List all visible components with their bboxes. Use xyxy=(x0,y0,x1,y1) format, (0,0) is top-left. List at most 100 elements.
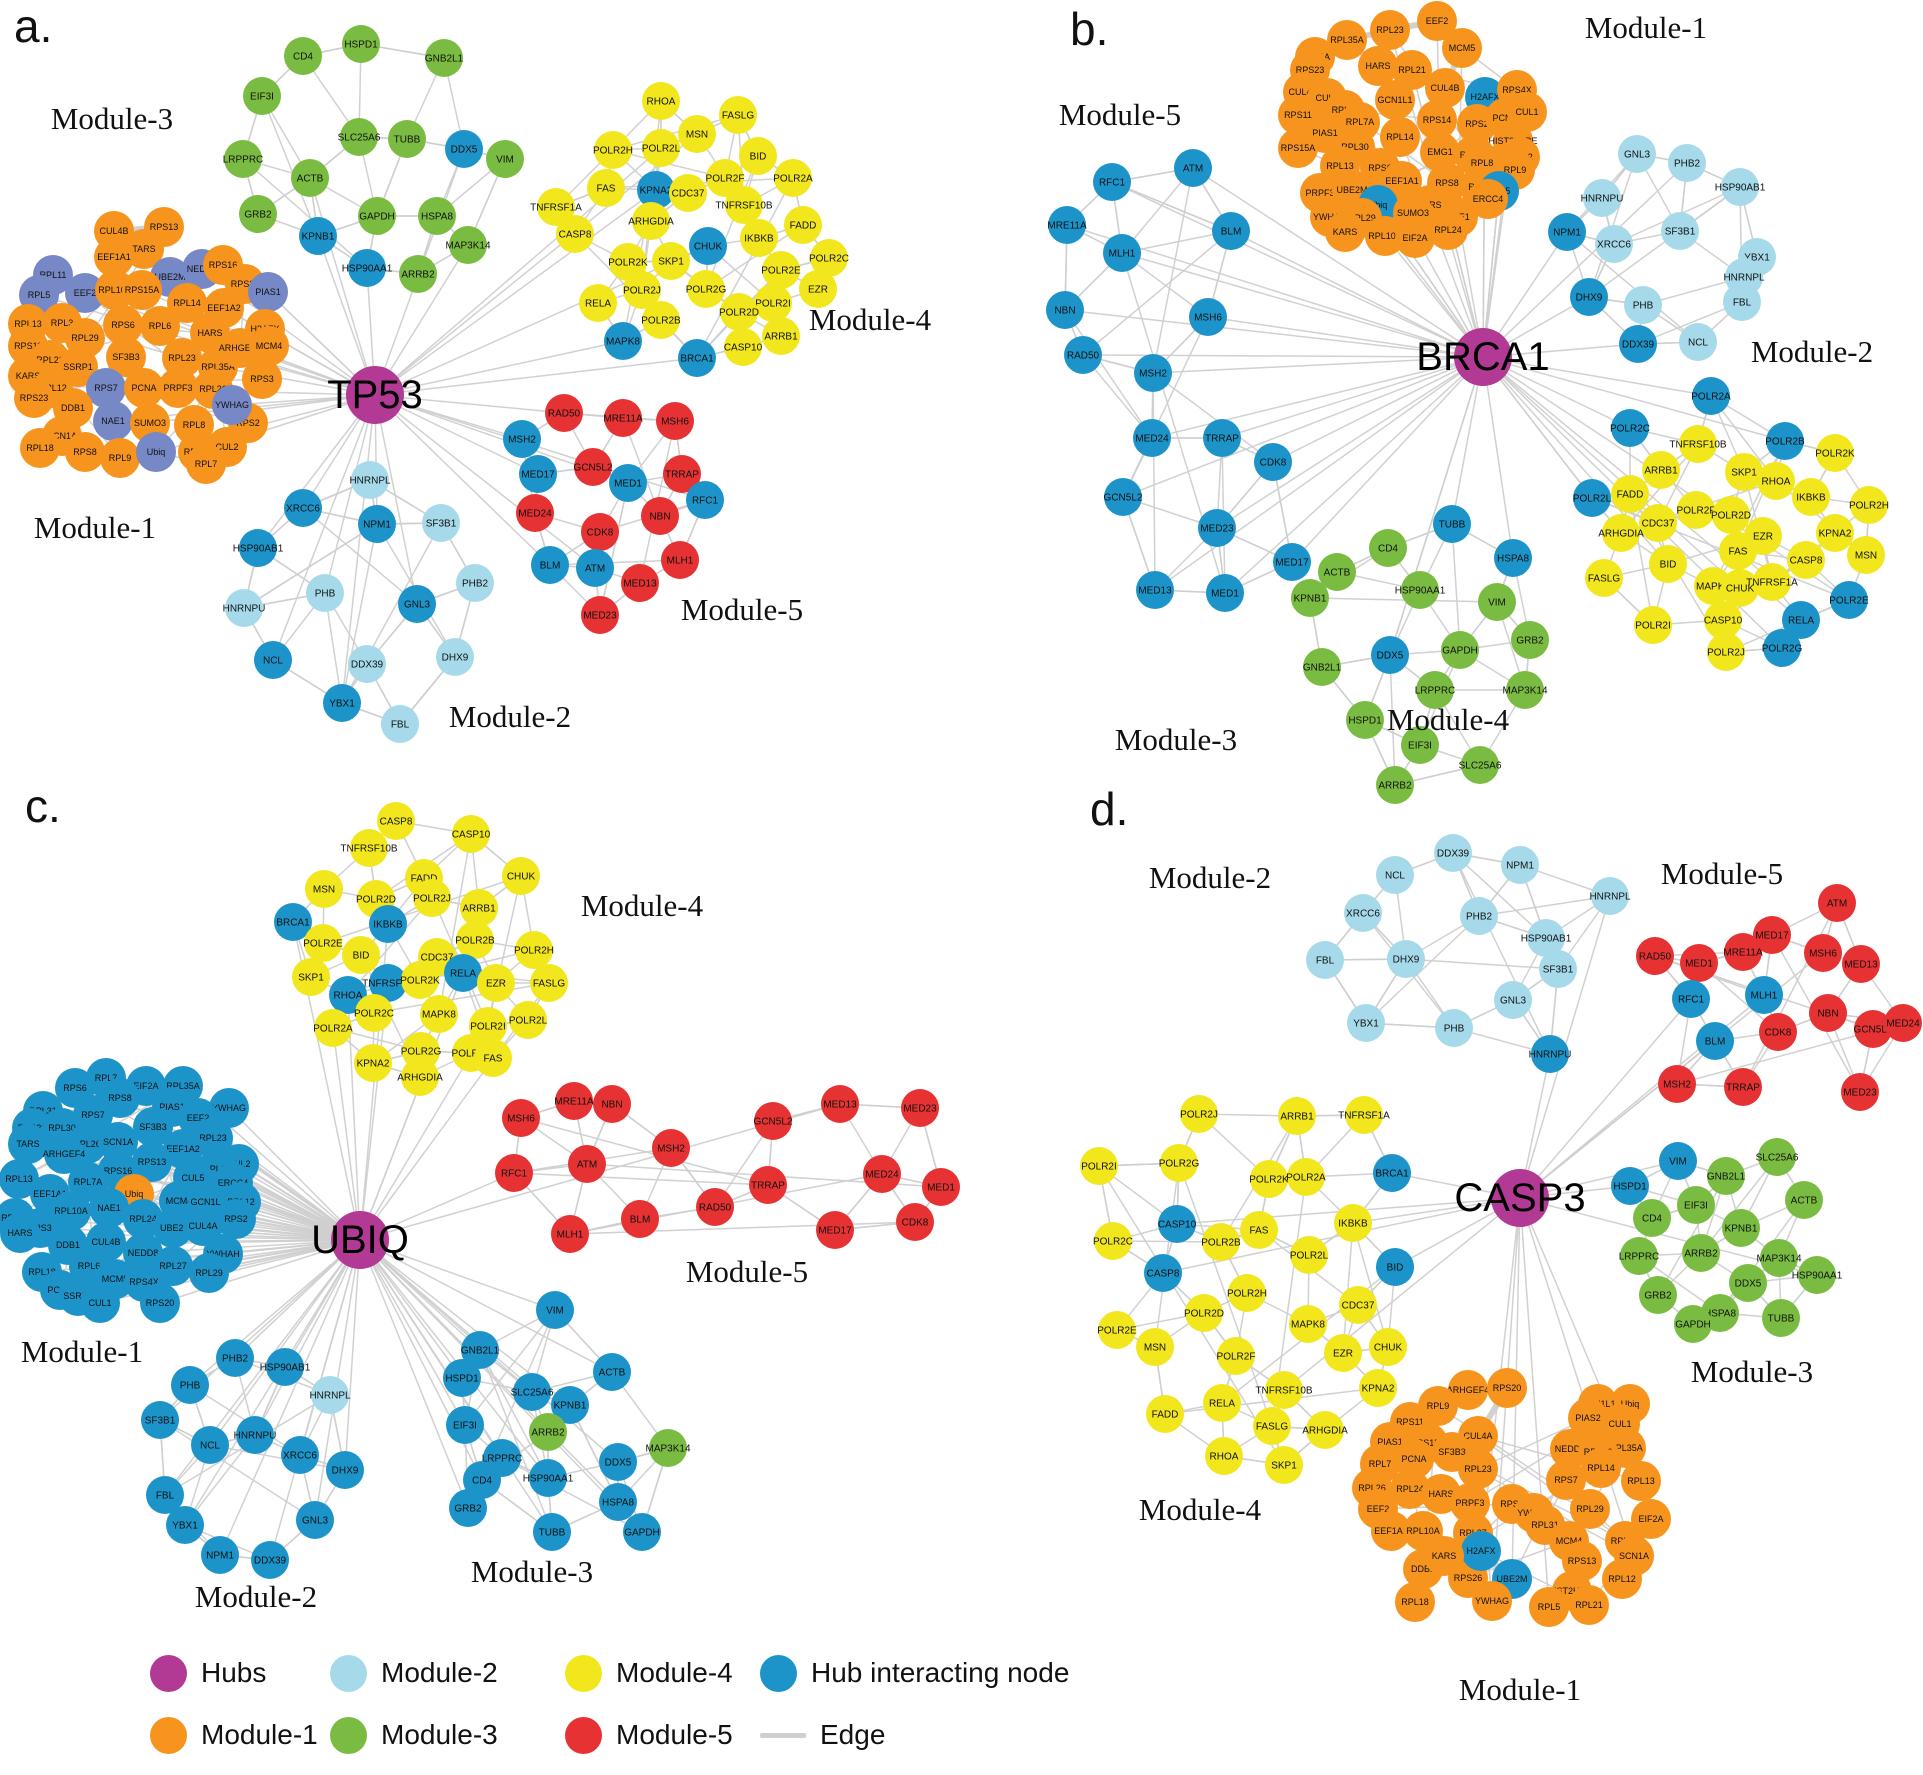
node-POLR2J[interactable] xyxy=(623,271,661,309)
node-MRE11A[interactable] xyxy=(604,399,642,437)
node-RPL18[interactable] xyxy=(20,428,60,468)
node-CASP10[interactable] xyxy=(452,815,490,853)
node-Ubiq[interactable] xyxy=(136,432,176,472)
node-POLR2F[interactable] xyxy=(706,159,744,197)
node-MED24[interactable] xyxy=(1133,419,1171,457)
node-RHOA[interactable] xyxy=(1205,1437,1243,1475)
node-RAD50[interactable] xyxy=(1636,937,1674,975)
node-NCL[interactable] xyxy=(254,641,292,679)
node-ATM[interactable] xyxy=(1174,149,1212,187)
node-RPS6[interactable] xyxy=(103,305,143,345)
node-SKP1[interactable] xyxy=(652,242,690,280)
node-CASP8[interactable] xyxy=(1144,1254,1182,1292)
node-ARRB2[interactable] xyxy=(1682,1234,1720,1272)
node-POLR2E[interactable] xyxy=(1098,1311,1136,1349)
node-GNB2L1[interactable] xyxy=(425,39,463,77)
node-MSH2[interactable] xyxy=(503,420,541,458)
node-POLR2J[interactable] xyxy=(1707,633,1745,671)
node-MED23[interactable] xyxy=(581,596,619,634)
node-CASP8[interactable] xyxy=(556,215,594,253)
node-POLR2H[interactable] xyxy=(515,931,553,969)
node-DHX9[interactable] xyxy=(1387,940,1425,978)
node-RPL21[interactable] xyxy=(1569,1585,1609,1625)
node-RPL13[interactable] xyxy=(1621,1461,1661,1501)
node-KPNA2[interactable] xyxy=(1816,514,1854,552)
node-FBL[interactable] xyxy=(1306,941,1344,979)
node-POLR2H[interactable] xyxy=(594,131,632,169)
node-EIF3I[interactable] xyxy=(243,77,281,115)
node-ARHGDIA[interactable] xyxy=(1306,1411,1344,1449)
node-TNFRSF10B[interactable] xyxy=(725,186,763,224)
node-EZR[interactable] xyxy=(477,964,515,1002)
node-RPS20[interactable] xyxy=(1487,1368,1527,1408)
node-XRCC6[interactable] xyxy=(1344,894,1382,932)
node-RPL29[interactable] xyxy=(189,1253,229,1293)
node-KPNA2[interactable] xyxy=(637,171,675,209)
node-RPL10A[interactable] xyxy=(51,1191,91,1231)
node-EIF3I[interactable] xyxy=(1677,1186,1715,1224)
node-FBL[interactable] xyxy=(381,705,419,743)
node-BRCA1[interactable] xyxy=(1373,1154,1411,1192)
node-DHX9[interactable] xyxy=(326,1451,364,1489)
node-SF3B1[interactable] xyxy=(1539,950,1577,988)
node-CDK8[interactable] xyxy=(581,513,619,551)
node-GCN5L2[interactable] xyxy=(1854,1010,1892,1048)
node-GAPDH[interactable] xyxy=(623,1513,661,1551)
node-BID[interactable] xyxy=(1376,1248,1414,1286)
node-NAE1[interactable] xyxy=(89,1188,129,1228)
node-FASLG[interactable] xyxy=(719,96,757,134)
node-POLR2L[interactable] xyxy=(1290,1236,1328,1274)
node-RAD50[interactable] xyxy=(696,1188,734,1226)
node-RPL24[interactable] xyxy=(1428,210,1468,250)
node-RPL14[interactable] xyxy=(167,283,207,323)
node-HSP90AB1[interactable] xyxy=(266,1348,304,1386)
node-MED24[interactable] xyxy=(1884,1004,1922,1042)
node-YBX1[interactable] xyxy=(1347,1004,1385,1042)
node-HSP90AA1[interactable] xyxy=(1798,1256,1836,1294)
node-HSP90AA1[interactable] xyxy=(1401,571,1439,609)
node-POLR2I[interactable] xyxy=(754,284,792,322)
node-SF3B1[interactable] xyxy=(1661,212,1699,250)
node-NPM1[interactable] xyxy=(1548,213,1586,251)
node-MAP3K14[interactable] xyxy=(449,226,487,264)
node-RPL29[interactable] xyxy=(1570,1489,1610,1529)
node-XRCC6[interactable] xyxy=(281,1436,319,1474)
node-CUL1[interactable] xyxy=(80,1283,120,1323)
node-POLR2G[interactable] xyxy=(1160,1144,1198,1182)
node-RAD50[interactable] xyxy=(545,394,583,432)
node-TNFRSF10B[interactable] xyxy=(1679,425,1717,463)
node-MED13[interactable] xyxy=(1136,571,1174,609)
node-MCM5[interactable] xyxy=(1442,28,1482,68)
node-POLR2E[interactable] xyxy=(304,924,342,962)
node-RPS13[interactable] xyxy=(132,1142,172,1182)
node-HNRNPU[interactable] xyxy=(1583,179,1621,217)
node-ARHGDIA[interactable] xyxy=(1602,514,1640,552)
node-NCL[interactable] xyxy=(1376,856,1414,894)
node-MED13[interactable] xyxy=(621,564,659,602)
node-HSPA8[interactable] xyxy=(1494,539,1532,577)
node-MED17[interactable] xyxy=(1753,916,1791,954)
node-BLM[interactable] xyxy=(1696,1022,1734,1060)
node-POLR2B[interactable] xyxy=(1766,422,1804,460)
node-DDX5[interactable] xyxy=(599,1443,637,1481)
node-MRE11A[interactable] xyxy=(1724,933,1762,971)
node-EZR[interactable] xyxy=(1324,1334,1362,1372)
node-TUBB[interactable] xyxy=(388,120,426,158)
node-GAPDH[interactable] xyxy=(358,197,396,235)
node-BRCA1[interactable] xyxy=(274,903,312,941)
node-DDX5[interactable] xyxy=(445,130,483,168)
node-IKBKB[interactable] xyxy=(740,219,778,257)
node-RPS7[interactable] xyxy=(86,368,126,408)
node-EIF3I[interactable] xyxy=(446,1406,484,1444)
node-YBX1[interactable] xyxy=(166,1506,204,1544)
node-BRCA1[interactable] xyxy=(678,339,716,377)
node-BLM[interactable] xyxy=(621,1200,659,1238)
node-CASP8[interactable] xyxy=(1787,541,1825,579)
node-KARS[interactable] xyxy=(1325,212,1365,252)
node-HSPA8[interactable] xyxy=(599,1483,637,1521)
node-FASLG[interactable] xyxy=(530,964,568,1002)
node-RPS15A[interactable] xyxy=(1278,128,1318,168)
node-MED1[interactable] xyxy=(1206,574,1244,612)
node-HSPD1[interactable] xyxy=(443,1359,481,1397)
node-GCN5L2[interactable] xyxy=(754,1102,792,1140)
